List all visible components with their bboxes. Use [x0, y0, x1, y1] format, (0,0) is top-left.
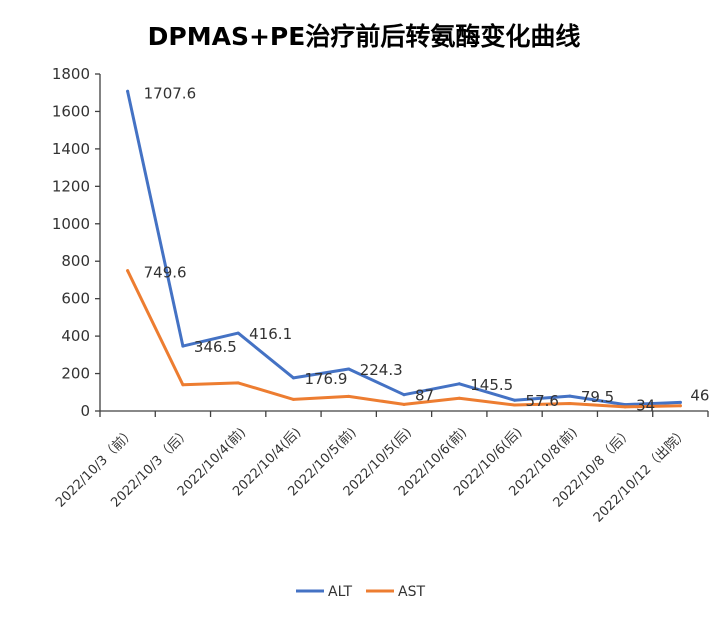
- y-tick-label: 800: [61, 252, 90, 270]
- data-point-ast: [236, 381, 240, 385]
- data-label-alt: 346.5: [194, 338, 237, 356]
- y-tick-label: 1800: [52, 65, 90, 83]
- data-point-alt: [568, 394, 572, 398]
- data-label-alt: 224.3: [360, 361, 403, 379]
- data-labels: 1707.6 346.5 416.1 176.9 224.3 87 145.5 57.6 79.…: [144, 84, 710, 414]
- y-tick-label: 1400: [52, 140, 90, 158]
- data-point-alt: [236, 331, 240, 335]
- data-label-alt: 46: [690, 386, 709, 404]
- chart-title: DPMAS+PE治疗前后转氨酶变化曲线: [148, 22, 581, 51]
- data-point-ast: [291, 397, 295, 401]
- data-point-ast: [402, 402, 406, 406]
- legend-label-ast: AST: [398, 584, 425, 600]
- data-point-ast: [623, 405, 627, 409]
- data-label-alt: 145.5: [470, 376, 513, 394]
- data-label-alt: 87: [415, 387, 434, 405]
- data-label-ast: 749.6: [144, 264, 187, 282]
- x-tick-label: 2022/10/12（出院）: [591, 425, 691, 525]
- data-point-alt: [457, 382, 461, 386]
- data-label-alt: 79.5: [581, 388, 614, 406]
- data-label-alt: 34: [636, 397, 655, 415]
- data-point-alt: [347, 367, 351, 371]
- series-layer: [126, 89, 682, 409]
- y-tick-label: 200: [61, 365, 90, 383]
- y-tick-label: 600: [61, 290, 90, 308]
- y-tick-label: 1600: [52, 102, 90, 120]
- data-point-ast: [347, 394, 351, 398]
- data-point-ast: [457, 396, 461, 400]
- y-tick-label: 1200: [52, 177, 90, 195]
- data-point-alt: [126, 89, 130, 93]
- y-tick-label: 1000: [52, 215, 90, 233]
- legend: ALT AST: [296, 584, 425, 600]
- data-point-alt: [678, 400, 682, 404]
- data-label-alt: 416.1: [249, 325, 292, 343]
- data-point-alt: [513, 398, 517, 402]
- data-point-alt: [181, 344, 185, 348]
- y-tick-label: 0: [80, 402, 90, 420]
- data-label-alt: 1707.6: [144, 84, 197, 102]
- data-point-alt: [291, 376, 295, 380]
- data-point-ast: [513, 403, 517, 407]
- data-label-alt: 176.9: [304, 370, 347, 388]
- data-point-ast: [678, 404, 682, 408]
- data-point-ast: [568, 402, 572, 406]
- legend-label-alt: ALT: [328, 584, 352, 600]
- y-tick-label: 400: [61, 327, 90, 345]
- data-label-alt: 57.6: [526, 392, 559, 410]
- data-point-ast: [126, 269, 130, 273]
- series-line-alt: [126, 89, 682, 407]
- data-point-alt: [402, 393, 406, 397]
- data-point-ast: [181, 383, 185, 387]
- axes: 0 200 400 600 800 1000 1200 1400 1600 1800 2022/10…: [52, 65, 709, 526]
